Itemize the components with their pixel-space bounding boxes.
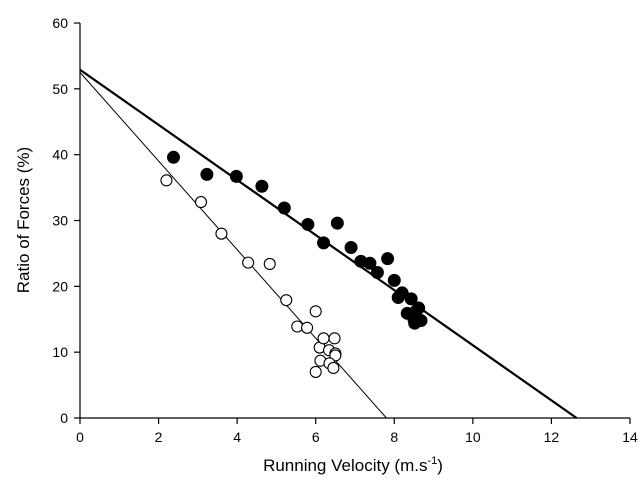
axes [79,23,630,419]
filled-data-point [404,292,418,306]
x-axis-ticks: 0 2 4 6 8 10 12 14 [76,418,638,445]
x-axis-title-superscript: -1 [427,455,437,467]
x-tick-label: 14 [622,429,638,445]
filled-data-point [330,216,344,230]
data-markers [160,150,428,378]
open-data-point [327,361,340,375]
x-tick-label: 12 [544,429,560,445]
filled-data-point [317,236,331,250]
open-data-point [263,257,276,271]
y-tick-label: 40 [52,147,68,163]
filled-data-point [255,179,269,193]
open-data-point [160,174,173,187]
filled-data-point [412,301,426,315]
x-tick-label: 0 [76,429,84,445]
filled-data-point [391,291,405,305]
x-tick-label: 4 [233,429,241,445]
x-tick-label: 10 [465,429,481,445]
open-data-point [291,320,304,333]
regression-line-open [79,72,387,419]
y-tick-label: 60 [52,15,68,31]
y-tick-label: 0 [60,410,68,426]
filled-data-point [381,252,395,266]
y-tick-label: 30 [52,213,68,229]
filled-data-point [387,273,401,287]
open-data-point [309,365,322,378]
x-axis-title-suffix: ) [437,456,443,475]
open-data-point [280,294,293,307]
filled-data-point [408,316,422,330]
y-axis-title: Ratio of Forces (%) [14,147,33,293]
filled-data-point [301,217,315,231]
y-axis-ticks: 0 10 20 30 40 50 60 [52,15,80,426]
filled-data-point [200,167,214,181]
open-data-point [215,227,228,240]
x-axis-title-main: Running Velocity (m.s [263,456,427,475]
x-tick-label: 8 [390,429,398,445]
y-tick-label: 50 [52,81,68,97]
filled-data-point [277,201,291,215]
y-tick-label: 20 [52,278,68,294]
filled-data-point [363,256,377,270]
x-tick-label: 2 [155,429,163,445]
filled-data-point [229,169,243,183]
y-tick-label: 10 [52,344,68,360]
open-data-point [309,305,322,318]
x-axis-title: Running Velocity (m.s-1) [263,455,443,475]
open-data-point [242,256,255,269]
filled-data-point [167,150,180,164]
open-data-point [194,196,208,209]
open-data-point [301,321,314,334]
filled-data-point [370,266,384,280]
open-data-point [317,332,330,345]
open-data-point [328,332,341,345]
x-tick-label: 6 [312,429,320,445]
filled-data-point [344,240,358,254]
